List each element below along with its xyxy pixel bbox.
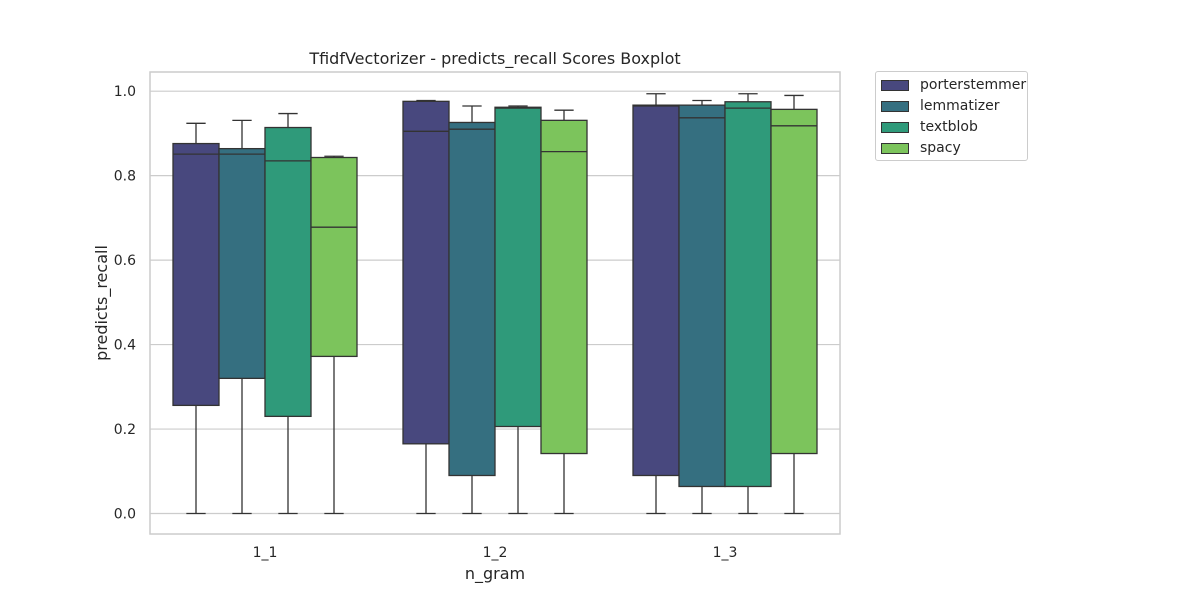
legend-swatch [881, 100, 909, 112]
x-tick-label: 1_1 [253, 545, 278, 561]
box-spacy-1_3 [770, 94, 818, 515]
box-porterstemmer-1_3 [632, 93, 680, 515]
y-tick-label: 0.4 [114, 338, 136, 354]
box-textblob-1_2 [494, 105, 542, 515]
y-tick-labels: 0.0 0.2 0.4 0.6 0.8 1.0 [114, 84, 136, 522]
box-lemmatizer-1_3 [678, 99, 726, 515]
box-iqr [448, 121, 496, 477]
chart-title: TfidfVectorizer - predicts_recall Scores… [308, 49, 680, 69]
y-tick-label: 1.0 [114, 84, 136, 100]
legend-label: textblob [920, 119, 978, 135]
y-tick-label: 0.2 [114, 422, 136, 438]
legend-label: spacy [920, 140, 961, 156]
legend-swatch [881, 121, 909, 133]
box-iqr [770, 108, 818, 455]
y-tick-label: 0.6 [114, 253, 136, 269]
box-iqr [264, 126, 312, 418]
box-iqr [172, 142, 220, 407]
y-tick-label: 0.8 [114, 169, 136, 185]
y-tick-label: 0.0 [114, 507, 136, 523]
box-iqr [402, 100, 450, 445]
legend-item-textblob: textblob [881, 119, 978, 135]
box-iqr [632, 104, 680, 477]
x-axis-label: n_gram [465, 564, 525, 584]
box-iqr [310, 156, 358, 358]
box-iqr [218, 147, 266, 380]
box-spacy-1_2 [540, 109, 588, 515]
boxes [172, 93, 818, 515]
legend-swatch [881, 79, 909, 91]
box-spacy-1_1 [310, 155, 358, 515]
legend: porterstemmer lemmatizer textblob spacy [875, 71, 1028, 161]
legend-item-lemmatizer: lemmatizer [881, 98, 999, 114]
box-iqr [540, 119, 588, 455]
box-textblob-1_1 [264, 112, 312, 515]
box-textblob-1_3 [724, 93, 772, 515]
box-iqr [494, 106, 542, 428]
x-tick-label: 1_2 [483, 545, 508, 561]
box-lemmatizer-1_2 [448, 105, 496, 515]
legend-swatch [881, 142, 909, 154]
legend-label: lemmatizer [920, 98, 1000, 114]
legend-label: porterstemmer [920, 77, 1027, 93]
legend-item-porterstemmer: porterstemmer [881, 77, 1026, 93]
y-axis-label: predicts_recall [92, 245, 112, 361]
box-porterstemmer-1_2 [402, 99, 450, 515]
x-tick-label: 1_3 [713, 545, 738, 561]
box-porterstemmer-1_1 [172, 122, 220, 515]
legend-item-spacy: spacy [881, 140, 961, 156]
box-iqr [678, 104, 726, 488]
x-tick-labels: 1_1 1_2 1_3 [253, 545, 738, 561]
box-iqr [724, 101, 772, 488]
